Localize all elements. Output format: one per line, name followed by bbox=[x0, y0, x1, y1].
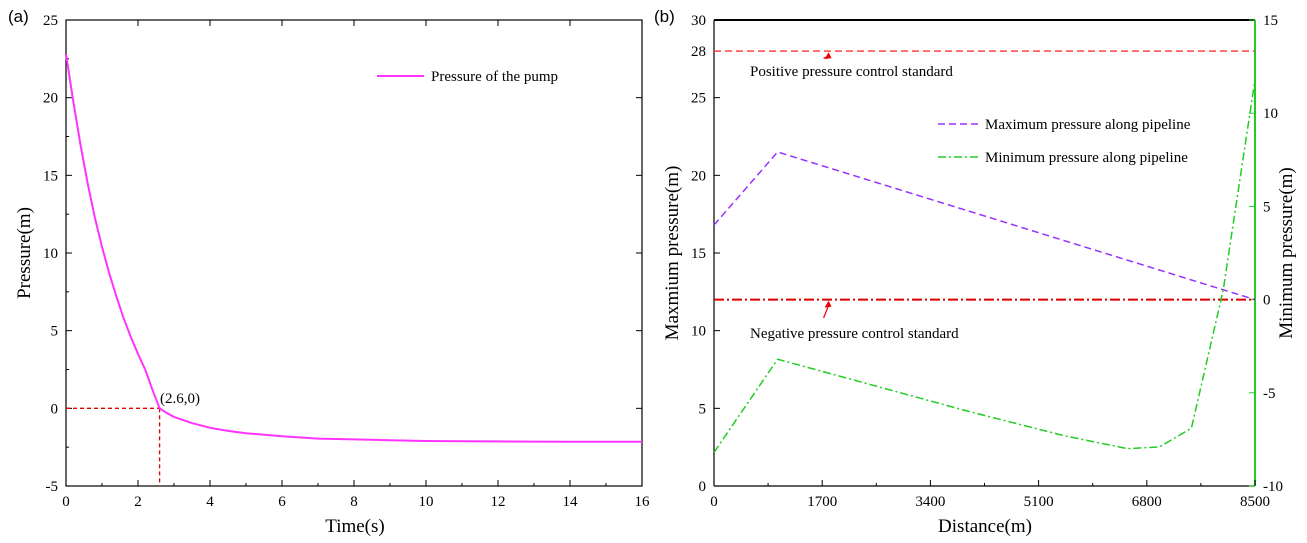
panel-a-y-tick-label: 25 bbox=[43, 13, 58, 29]
panel-b-legend-label-min: Minimum pressure along pipeline bbox=[985, 150, 1188, 166]
panel-b-x-tick-label: 6800 bbox=[1132, 494, 1162, 510]
panel-a-x-tick-label: 6 bbox=[278, 494, 286, 510]
panel-a-y-tick-label: -5 bbox=[46, 479, 59, 495]
panel-b-y2-tick-label: -10 bbox=[1263, 479, 1283, 495]
panel-a-y-tick-label: 20 bbox=[43, 91, 58, 107]
panel-b-y-tick-label: 25 bbox=[691, 91, 706, 107]
panel-b-annotation-arrow bbox=[823, 300, 832, 319]
panel-a-series bbox=[65, 54, 642, 486]
panel-a-legend-label: Pressure of the pump bbox=[431, 69, 558, 85]
panel-b-y-tick-label: 28 bbox=[691, 44, 706, 60]
panel-b-positive-standard-label: Positive pressure control standard bbox=[750, 64, 953, 80]
panel-a-annotation: (2.6,0) bbox=[160, 391, 200, 407]
panel-b-y-tick-label: 15 bbox=[691, 246, 706, 262]
panel-b-x-axis-title: Distance(m) bbox=[938, 516, 1032, 537]
panel-b-x-tick-label: 1700 bbox=[807, 494, 837, 510]
panel-a-x-tick-label: 4 bbox=[206, 494, 214, 510]
panel-b-series bbox=[713, 50, 1256, 453]
panel-b-annotation-arrow bbox=[823, 52, 832, 60]
panel-a-x-tick-label: 14 bbox=[563, 494, 579, 510]
panel-b-y-tick-label: 20 bbox=[691, 168, 706, 184]
panel-b-x-tick-label: 3400 bbox=[915, 494, 945, 510]
panel-a-y-tick-label: 10 bbox=[43, 246, 58, 262]
panel-b-x-tick-label: 8500 bbox=[1240, 494, 1270, 510]
panel-b-y2-tick-label: 0 bbox=[1263, 293, 1271, 309]
panel-b-y2-tick-label: 15 bbox=[1263, 13, 1278, 29]
panel-b-y2-tick-label: 5 bbox=[1263, 199, 1271, 215]
series-pressure-of-the-pump bbox=[65, 54, 642, 443]
panel-b-y2-tick-label: -5 bbox=[1263, 386, 1276, 402]
panel-b-y-tick-label: 0 bbox=[699, 479, 707, 495]
panel-b: (b) 0 1700 3400 5100 6800 850005101520252830-… bbox=[654, 7, 1297, 537]
panel-a-x-tick-label: 2 bbox=[134, 494, 142, 510]
series-minimum-pressure bbox=[713, 79, 1256, 453]
panel-b-negative-standard-label: Negative pressure control standard bbox=[750, 326, 959, 342]
panel-a-x-tick-label: 10 bbox=[419, 494, 434, 510]
panel-b-y-tick-label: 30 bbox=[691, 13, 706, 29]
panel-a-y-tick-label: 0 bbox=[51, 401, 59, 417]
panel-b-y2-axis-title: Minimum pressure(m) bbox=[1276, 167, 1297, 339]
panel-b-label: (b) bbox=[654, 7, 675, 26]
panel-b-legend-label-max: Maximum pressure along pipeline bbox=[985, 117, 1191, 133]
panel-b-ticks: 0 1700 3400 5100 6800 850005101520252830-10-5… bbox=[691, 13, 1283, 510]
panel-a-frame bbox=[65, 19, 643, 487]
panel-a-y-axis-title: Pressure(m) bbox=[14, 207, 35, 299]
panel-b-x-tick-label: 0 bbox=[710, 494, 718, 510]
panel-a-legend: Pressure of the pump bbox=[377, 69, 558, 85]
panel-a-y-tick-label: 5 bbox=[51, 324, 59, 340]
panel-b-y-tick-label: 5 bbox=[699, 401, 707, 417]
panel-a-x-tick-label: 16 bbox=[635, 494, 651, 510]
panel-a-label: (a) bbox=[8, 7, 29, 26]
panel-a-x-axis-title: Time(s) bbox=[325, 516, 384, 537]
panel-a-x-tick-label: 12 bbox=[491, 494, 506, 510]
panel-a-x-tick-label: 0 bbox=[62, 494, 70, 510]
panel-b-y-axis-title: Maxmium pressure(m) bbox=[662, 166, 683, 341]
panel-b-x-tick-label: 5100 bbox=[1024, 494, 1054, 510]
panel-a-y-tick-label: 15 bbox=[43, 168, 58, 184]
panel-b-y-tick-label: 10 bbox=[691, 324, 706, 340]
panel-b-arrows bbox=[823, 52, 832, 319]
series-maximum-pressure bbox=[713, 151, 1256, 301]
panel-a-x-tick-label: 8 bbox=[350, 494, 358, 510]
panel-b-legend: Maximum pressure along pipeline Minimum … bbox=[938, 117, 1191, 166]
panel-b-y2-tick-label: 10 bbox=[1263, 106, 1278, 122]
panel-a-plot-area bbox=[65, 19, 643, 487]
